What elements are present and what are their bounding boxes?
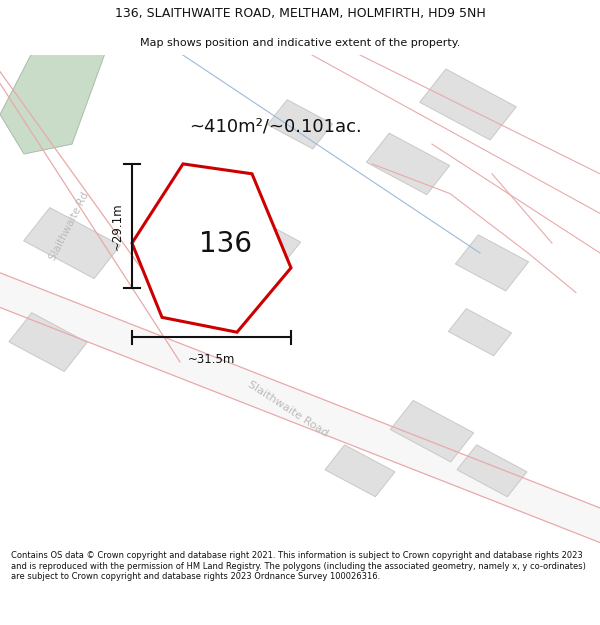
- Polygon shape: [0, 272, 600, 542]
- Text: Contains OS data © Crown copyright and database right 2021. This information is : Contains OS data © Crown copyright and d…: [11, 551, 586, 581]
- Polygon shape: [448, 309, 512, 356]
- Polygon shape: [132, 164, 291, 332]
- Text: 136, SLAITHWAITE ROAD, MELTHAM, HOLMFIRTH, HD9 5NH: 136, SLAITHWAITE ROAD, MELTHAM, HOLMFIRT…: [115, 8, 485, 20]
- Polygon shape: [24, 208, 120, 279]
- Polygon shape: [325, 445, 395, 497]
- Polygon shape: [227, 215, 301, 271]
- Text: Map shows position and indicative extent of the property.: Map shows position and indicative extent…: [140, 38, 460, 48]
- Polygon shape: [0, 45, 108, 154]
- Polygon shape: [457, 445, 527, 497]
- Polygon shape: [455, 235, 529, 291]
- Polygon shape: [268, 100, 332, 149]
- Text: Slaithwaite Road: Slaithwaite Road: [246, 379, 330, 439]
- Text: ~31.5m: ~31.5m: [188, 353, 235, 366]
- Polygon shape: [391, 401, 473, 462]
- Text: ~29.1m: ~29.1m: [110, 202, 124, 249]
- Polygon shape: [9, 312, 87, 371]
- Text: Slaithwaite Rd: Slaithwaite Rd: [47, 190, 91, 261]
- Text: 136: 136: [199, 230, 251, 258]
- Text: ~410m²/~0.101ac.: ~410m²/~0.101ac.: [189, 118, 362, 136]
- Polygon shape: [367, 133, 449, 194]
- Polygon shape: [420, 69, 516, 140]
